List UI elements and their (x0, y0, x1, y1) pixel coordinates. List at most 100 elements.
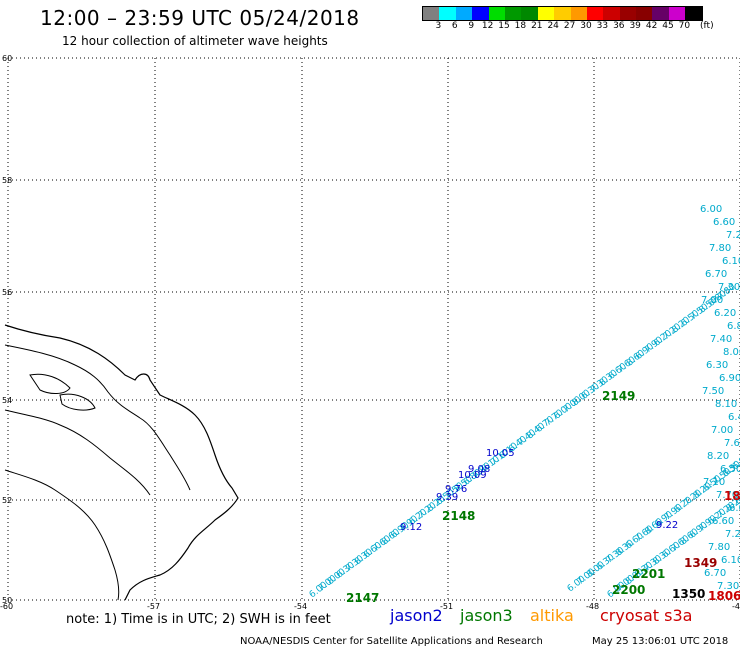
legend-label: 18 (514, 21, 527, 31)
track-value-highlight: 10.09 (458, 470, 487, 481)
track-value: 7.20 (725, 529, 740, 540)
pass-label: 2149 (602, 389, 635, 403)
track-value: 7.50 (702, 386, 724, 397)
pass-label: 18 (724, 489, 740, 503)
legend-jason3: jason3 (460, 606, 513, 625)
legend-swatch (472, 7, 489, 20)
track-value-highlight: 9.08 (468, 464, 490, 475)
track-value: 8.20 (707, 451, 729, 462)
legend-unit: (ft) (700, 21, 714, 31)
wave-height-legend: 3 6 9 12 15 18 21 24 27 30 33 36 39 42 45 70 (ft) (422, 6, 714, 31)
lat-label: 58 (2, 176, 12, 185)
pass-label: 1349 (684, 556, 717, 570)
track-value: 7.60 (724, 438, 740, 449)
track-value: 7.30 (717, 581, 739, 592)
track-value: 7.10 (703, 477, 725, 488)
legend-label: 27 (563, 21, 576, 31)
track-value: 6.80 (731, 452, 740, 472)
track-value: 7.90 (701, 295, 723, 306)
track-value: 6.80 (727, 321, 740, 332)
legend-swatch (455, 7, 473, 20)
lat-label: 54 (2, 396, 12, 405)
track-value: 8.10 (715, 399, 737, 410)
legend-altika: altika (530, 606, 574, 625)
lat-label: 50 (2, 596, 12, 605)
legend-swatch (668, 7, 686, 20)
track-value: 6.20 (714, 308, 736, 319)
pass-label: 2200 (612, 583, 645, 597)
track-value: 7.00 (711, 425, 733, 436)
track-value: 7.70 (716, 490, 738, 501)
legend-swatch (652, 7, 669, 20)
legend-swatch (603, 7, 620, 20)
legend-label: 42 (645, 21, 658, 31)
legend-swatch (537, 7, 555, 20)
lon-label: -60 (0, 602, 13, 611)
lon-label: -51 (440, 602, 453, 611)
track-value-highlight: 9.12 (400, 522, 422, 533)
legend-swatch (488, 7, 505, 20)
legend-cryosat: cryosat s3a (600, 606, 693, 625)
track-value: 6.50 (734, 487, 740, 507)
lon-label: -45 (732, 602, 740, 611)
page-title: 12:00 – 23:59 UTC 05/24/2018 (40, 6, 360, 30)
legend-swatch (554, 7, 571, 20)
track-value: 7.80 (709, 243, 731, 254)
track-value: 6.50 (720, 464, 740, 475)
lat-label: 52 (2, 496, 12, 505)
pass-label: 2148 (442, 509, 475, 523)
track-value: 6.00 (700, 204, 722, 215)
legend-label: 39 (629, 21, 641, 31)
legend-swatch (685, 7, 702, 20)
track-value-highlight: 9.76 (445, 484, 467, 495)
track-value: 6.60 (712, 516, 734, 527)
track-value-highlight: 9.22 (656, 520, 678, 531)
track-value-highlight: 9.39 (436, 492, 458, 503)
track-value: 6.10 (721, 555, 740, 566)
legend-label: 24 (547, 21, 559, 31)
track-value: 6.90 (719, 373, 740, 384)
footer-note: note: 1) Time is in UTC; 2) SWH is in fe… (66, 612, 331, 627)
legend-color-bar (422, 6, 703, 21)
legend-label: 30 (580, 21, 592, 31)
track-value: 6.00 (729, 503, 740, 514)
legend-label: 6 (451, 21, 458, 31)
legend-swatch (619, 7, 637, 20)
track-value: 7.80 (708, 542, 730, 553)
legend-swatch (439, 7, 456, 20)
track-value-highlight: 10.05 (486, 448, 515, 459)
track-value: 6.70 (704, 568, 726, 579)
credit-line: NOAA/NESDIS Center for Satellite Applica… (240, 636, 543, 647)
legend-swatch (570, 7, 587, 20)
legend-swatch (504, 7, 522, 20)
legend-label: 36 (613, 21, 625, 31)
lon-label: -54 (294, 602, 307, 611)
track-value: 6.30 (706, 360, 728, 371)
lon-label: -57 (147, 602, 160, 611)
pass-label: 1806 (708, 589, 740, 603)
legend-label: 9 (468, 21, 475, 31)
lat-label: 56 (2, 288, 12, 297)
legend-label: 21 (531, 21, 543, 31)
satellite-tracks: 6.007.008.006.307.308.306.607.608.606.90… (308, 204, 740, 605)
credit-timestamp: May 25 13:06:01 UTC 2018 (592, 636, 729, 647)
legend-swatch (586, 7, 604, 20)
map-grid: 60 58 56 54 52 50-60 -57 -54 -51 -48 -45 (0, 54, 740, 611)
legend-jason2: jason2 (390, 606, 443, 625)
legend-swatch (636, 7, 653, 20)
track-value: 7.20 (726, 230, 740, 241)
legend-label: 33 (596, 21, 609, 31)
pass-label: 2147 (346, 591, 379, 605)
legend-label: 45 (662, 21, 674, 31)
lat-label: 60 (2, 54, 12, 63)
pass-label: 1350 (672, 587, 705, 601)
legend-label: 12 (481, 21, 494, 31)
legend-swatch (423, 7, 440, 20)
track-value: 8.00 (723, 347, 740, 358)
legend-label: 15 (498, 21, 510, 31)
legend-label: 3 (435, 21, 442, 31)
track-value: 6.40 (728, 412, 740, 423)
lon-label: -48 (586, 602, 599, 611)
track-value: 6.60 (713, 217, 735, 228)
